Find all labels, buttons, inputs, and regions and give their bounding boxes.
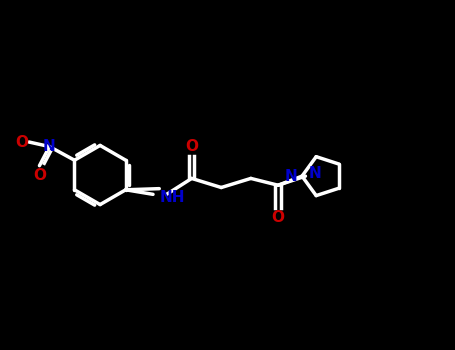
Text: O: O [185,139,198,154]
Text: O: O [272,210,285,225]
Text: O: O [33,168,46,183]
Text: N: N [285,169,298,184]
Text: N: N [43,139,56,154]
Text: NH: NH [160,190,185,205]
Text: N: N [309,166,322,181]
Text: O: O [15,134,29,149]
